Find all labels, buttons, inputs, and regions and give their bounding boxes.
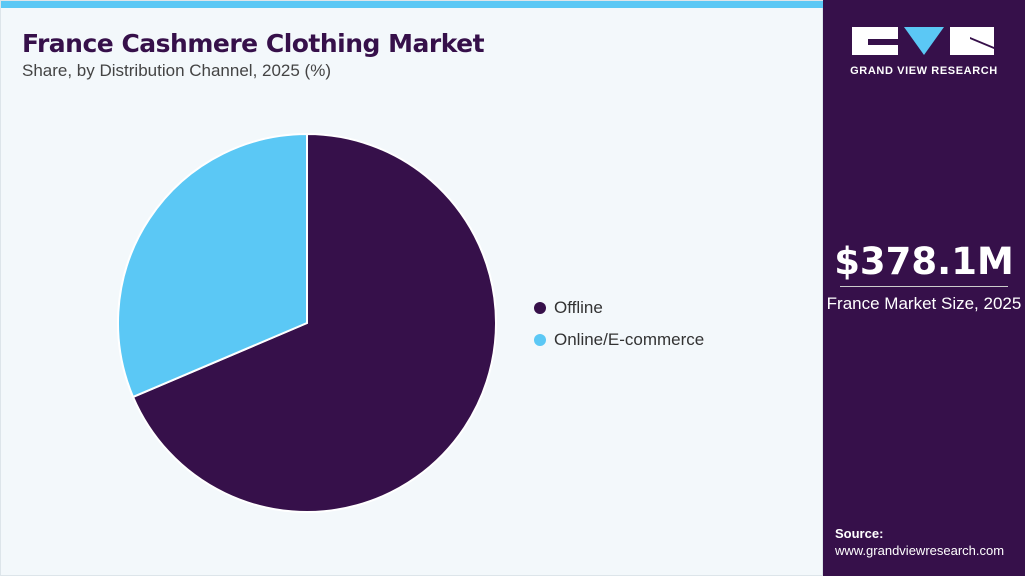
chart-subtitle: Share, by Distribution Channel, 2025 (%) [22, 61, 331, 80]
logo-text: GRAND VIEW RESEARCH [850, 65, 998, 77]
chart-area: France Cashmere Clothing Market Share, b… [0, 0, 824, 576]
divider [840, 286, 1008, 287]
legend-swatch [534, 302, 546, 314]
pie-chart [117, 132, 497, 513]
sidebar: GRAND VIEW RESEARCH $378.1M France Marke… [823, 0, 1025, 576]
source-label: Source: [835, 526, 884, 541]
legend-label: Online/E-commerce [554, 330, 705, 349]
legend-item-offline: Offline [534, 298, 603, 318]
market-size-value: $378.1M [834, 240, 1014, 283]
pie-slice-offline [131, 132, 497, 513]
gvr-logo-icon [852, 27, 994, 55]
accent-bar [1, 1, 824, 8]
source-url[interactable]: www.grandviewresearch.com [835, 543, 1005, 558]
legend-item-online: Online/E-commerce [534, 330, 704, 350]
legend-label: Offline [554, 298, 603, 317]
chart-title: France Cashmere Clothing Market [22, 29, 485, 58]
pie-slice-online-e-commerce [117, 132, 308, 399]
legend-swatch [534, 334, 546, 346]
market-size-label: France Market Size, 2025 [826, 294, 1022, 313]
